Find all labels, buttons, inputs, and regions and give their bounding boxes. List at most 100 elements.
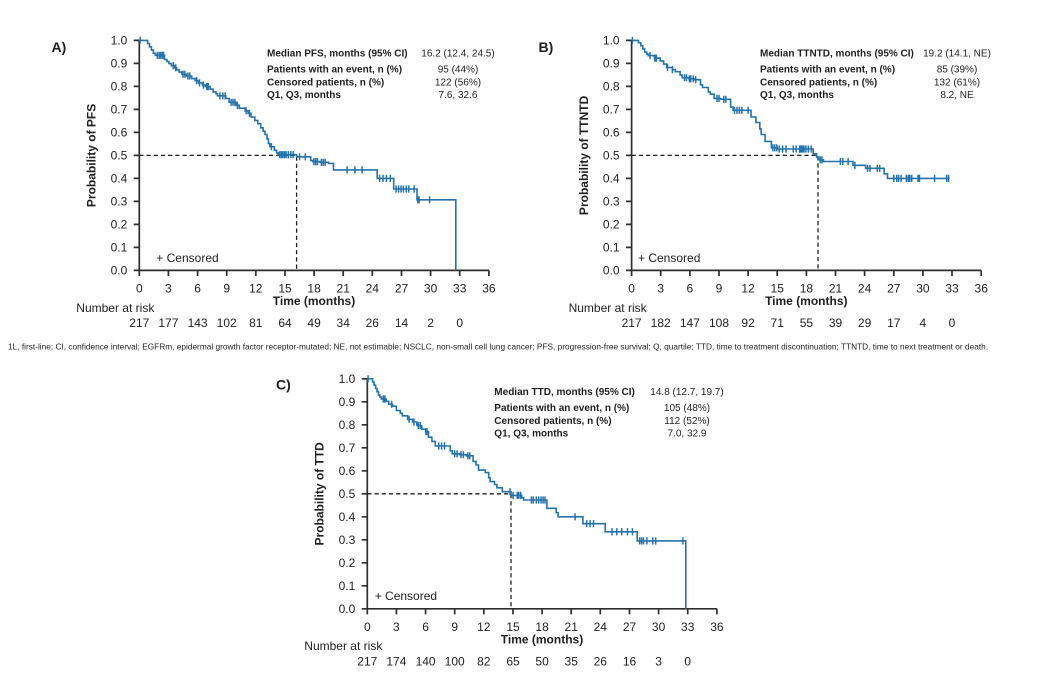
svg-text:0.9: 0.9 bbox=[111, 57, 128, 71]
svg-text:21: 21 bbox=[337, 281, 351, 295]
svg-text:Probability of TTD: Probability of TTD bbox=[313, 442, 327, 546]
svg-text:82: 82 bbox=[477, 655, 491, 669]
svg-text:Q1, Q3, months: Q1, Q3, months bbox=[494, 428, 568, 439]
svg-text:0.6: 0.6 bbox=[111, 126, 128, 140]
svg-text:0.9: 0.9 bbox=[603, 57, 620, 71]
svg-text:0.7: 0.7 bbox=[111, 103, 128, 117]
svg-text:0.0: 0.0 bbox=[111, 264, 128, 278]
svg-text:102: 102 bbox=[217, 316, 237, 330]
svg-text:55: 55 bbox=[800, 316, 814, 330]
svg-text:7.6, 32.6: 7.6, 32.6 bbox=[439, 90, 478, 101]
svg-text:0.1: 0.1 bbox=[339, 579, 356, 593]
svg-text:0.4: 0.4 bbox=[603, 172, 620, 186]
svg-text:Median TTD, months (95% CI): Median TTD, months (95% CI) bbox=[494, 387, 635, 398]
svg-text:Patients with an event, n (%): Patients with an event, n (%) bbox=[760, 65, 895, 76]
svg-text:29: 29 bbox=[858, 316, 872, 330]
svg-text:16.2 (12.4, 24.5): 16.2 (12.4, 24.5) bbox=[421, 49, 494, 60]
svg-text:21: 21 bbox=[565, 620, 579, 634]
svg-text:85 (39%): 85 (39%) bbox=[937, 65, 978, 76]
svg-text:92: 92 bbox=[741, 316, 755, 330]
svg-text:Q1, Q3, months: Q1, Q3, months bbox=[267, 90, 341, 101]
svg-text:0.4: 0.4 bbox=[111, 172, 128, 186]
svg-text:24: 24 bbox=[594, 620, 608, 634]
svg-text:112 (52%): 112 (52%) bbox=[664, 416, 709, 427]
svg-text:33: 33 bbox=[453, 281, 467, 295]
svg-text:15: 15 bbox=[506, 620, 520, 634]
svg-text:14.8 (12.7, 19.7): 14.8 (12.7, 19.7) bbox=[650, 387, 723, 398]
svg-text:Probability of PFS: Probability of PFS bbox=[85, 104, 99, 207]
svg-text:0.5: 0.5 bbox=[111, 149, 128, 163]
svg-text:26: 26 bbox=[594, 655, 608, 669]
svg-text:Time (months): Time (months) bbox=[765, 294, 847, 308]
svg-text:24: 24 bbox=[858, 281, 872, 295]
svg-text:132 (61%): 132 (61%) bbox=[934, 78, 980, 89]
svg-text:71: 71 bbox=[771, 316, 785, 330]
svg-text:217: 217 bbox=[622, 316, 642, 330]
svg-text:27: 27 bbox=[395, 281, 409, 295]
svg-text:36: 36 bbox=[710, 620, 724, 634]
svg-text:Censored patients, n (%): Censored patients, n (%) bbox=[760, 78, 877, 89]
svg-text:0.8: 0.8 bbox=[339, 418, 356, 432]
svg-text:1L, first-line; CI, confidence: 1L, first-line; CI, confidence interval;… bbox=[8, 342, 988, 352]
svg-text:0.6: 0.6 bbox=[339, 464, 356, 478]
svg-text:95 (44%): 95 (44%) bbox=[438, 65, 479, 76]
svg-text:1.0: 1.0 bbox=[111, 34, 128, 48]
svg-text:0.5: 0.5 bbox=[603, 149, 620, 163]
svg-text:64: 64 bbox=[278, 316, 292, 330]
svg-text:0.7: 0.7 bbox=[603, 103, 620, 117]
svg-text:26: 26 bbox=[366, 316, 380, 330]
svg-text:65: 65 bbox=[506, 655, 520, 669]
svg-text:81: 81 bbox=[249, 316, 263, 330]
svg-text:0: 0 bbox=[456, 316, 463, 330]
svg-text:0.3: 0.3 bbox=[111, 195, 128, 209]
svg-text:0.2: 0.2 bbox=[339, 556, 356, 570]
svg-text:3: 3 bbox=[655, 655, 662, 669]
svg-text:6: 6 bbox=[194, 281, 201, 295]
svg-text:27: 27 bbox=[887, 281, 901, 295]
svg-text:+ Censored: + Censored bbox=[638, 251, 700, 265]
svg-text:49: 49 bbox=[307, 316, 321, 330]
svg-text:12: 12 bbox=[249, 281, 263, 295]
svg-text:9: 9 bbox=[223, 281, 230, 295]
svg-text:33: 33 bbox=[681, 620, 695, 634]
svg-text:+ Censored: + Censored bbox=[156, 251, 218, 265]
svg-text:0.3: 0.3 bbox=[603, 195, 620, 209]
svg-text:30: 30 bbox=[424, 281, 438, 295]
svg-text:174: 174 bbox=[386, 655, 406, 669]
svg-text:0.0: 0.0 bbox=[603, 264, 620, 278]
svg-text:15: 15 bbox=[278, 281, 292, 295]
svg-text:108: 108 bbox=[709, 316, 729, 330]
svg-text:35: 35 bbox=[565, 655, 579, 669]
svg-text:Patients with an event, n (%): Patients with an event, n (%) bbox=[494, 403, 629, 414]
svg-text:B): B) bbox=[539, 39, 554, 55]
svg-text:0: 0 bbox=[684, 655, 691, 669]
svg-text:6: 6 bbox=[422, 620, 429, 634]
svg-text:6: 6 bbox=[687, 281, 694, 295]
svg-text:Number at risk: Number at risk bbox=[304, 639, 383, 653]
svg-text:122 (56%): 122 (56%) bbox=[435, 78, 481, 89]
svg-text:0.8: 0.8 bbox=[603, 80, 620, 94]
svg-text:0.6: 0.6 bbox=[603, 126, 620, 140]
svg-text:39: 39 bbox=[829, 316, 843, 330]
svg-text:Time (months): Time (months) bbox=[273, 294, 355, 308]
svg-text:3: 3 bbox=[165, 281, 172, 295]
svg-text:Probability of TTNTD: Probability of TTNTD bbox=[577, 95, 591, 215]
svg-text:A): A) bbox=[52, 39, 67, 55]
svg-text:0.2: 0.2 bbox=[603, 218, 620, 232]
svg-text:33: 33 bbox=[945, 281, 959, 295]
svg-text:Median PFS, months (95% CI): Median PFS, months (95% CI) bbox=[267, 49, 408, 60]
svg-text:27: 27 bbox=[623, 620, 637, 634]
svg-text:8.2, NE: 8.2, NE bbox=[940, 90, 974, 101]
svg-text:Number at risk: Number at risk bbox=[569, 301, 648, 315]
svg-text:147: 147 bbox=[680, 316, 700, 330]
svg-text:Median TTNTD, months (95% CI): Median TTNTD, months (95% CI) bbox=[760, 49, 914, 60]
svg-text:12: 12 bbox=[477, 620, 491, 634]
svg-text:217: 217 bbox=[129, 316, 149, 330]
svg-text:140: 140 bbox=[416, 655, 436, 669]
svg-text:9: 9 bbox=[716, 281, 723, 295]
svg-text:12: 12 bbox=[741, 281, 755, 295]
svg-text:2: 2 bbox=[427, 316, 434, 330]
svg-text:0.9: 0.9 bbox=[339, 395, 356, 409]
svg-text:1.0: 1.0 bbox=[339, 372, 356, 386]
svg-text:15: 15 bbox=[771, 281, 785, 295]
